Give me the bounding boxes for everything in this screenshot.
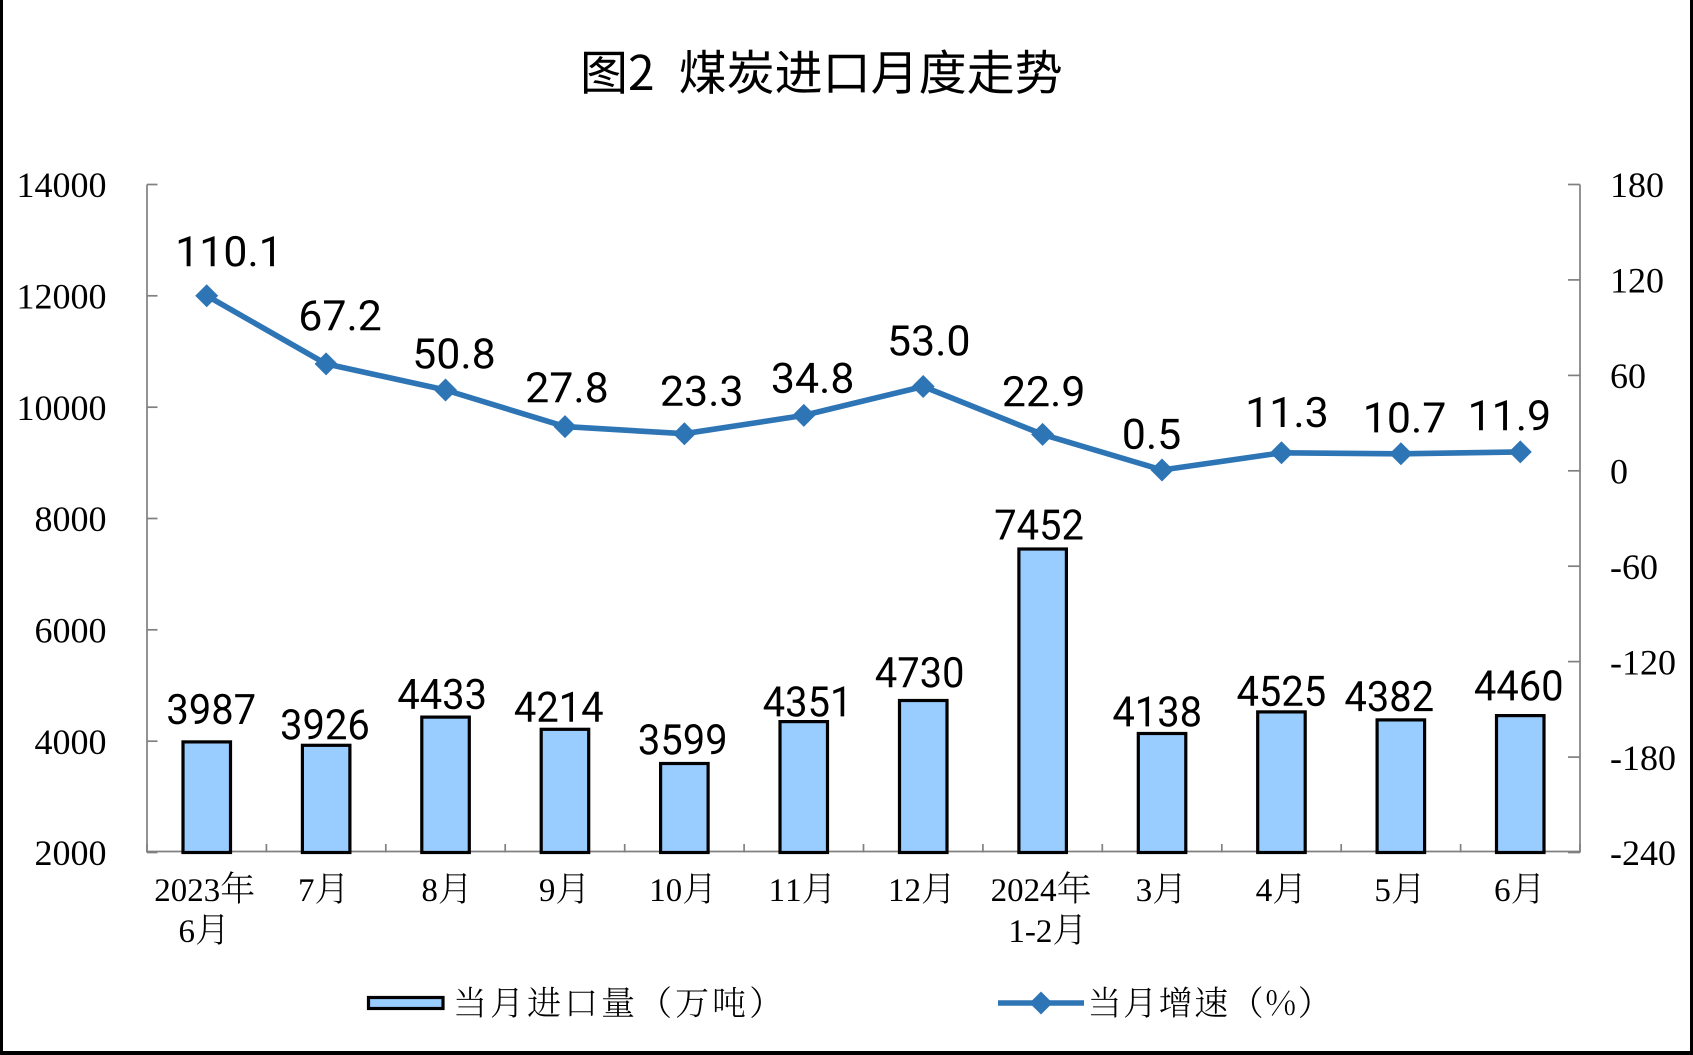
svg-text:180: 180 bbox=[1610, 165, 1664, 205]
svg-text:-180: -180 bbox=[1610, 738, 1676, 778]
svg-text:6000: 6000 bbox=[35, 611, 107, 651]
svg-text:12000: 12000 bbox=[17, 277, 107, 317]
svg-text:2000: 2000 bbox=[35, 833, 107, 873]
svg-text:-240: -240 bbox=[1610, 833, 1676, 873]
svg-text:8000: 8000 bbox=[35, 499, 107, 539]
svg-text:-120: -120 bbox=[1610, 642, 1676, 682]
svg-text:60: 60 bbox=[1610, 356, 1646, 396]
svg-text:0: 0 bbox=[1610, 452, 1628, 492]
svg-text:120: 120 bbox=[1610, 261, 1664, 301]
svg-text:4000: 4000 bbox=[35, 722, 107, 762]
svg-text:14000: 14000 bbox=[17, 165, 107, 205]
svg-text:-60: -60 bbox=[1610, 547, 1658, 587]
svg-text:10000: 10000 bbox=[17, 388, 107, 428]
